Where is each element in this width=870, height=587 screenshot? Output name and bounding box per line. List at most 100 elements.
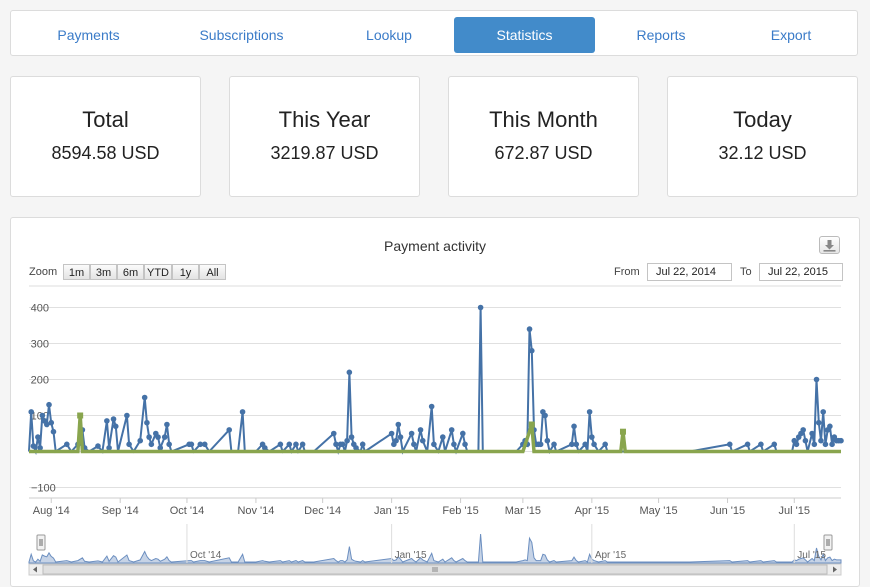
stat-title: This Year <box>278 107 371 132</box>
data-point <box>571 423 577 430</box>
data-point <box>95 443 101 449</box>
data-point <box>239 409 246 415</box>
x-tick-label: Dec '14 <box>304 505 341 517</box>
payment-activity-panel: Payment activity Zoom 1m 3m 6m YTD 1y Al… <box>10 217 860 587</box>
data-point <box>528 347 535 354</box>
x-tick-label: Aug '14 <box>33 505 70 517</box>
tab-reports[interactable]: Reports <box>636 27 686 43</box>
x-tick-label: Nov '14 <box>237 505 274 517</box>
data-point <box>460 430 466 437</box>
data-point <box>726 441 733 448</box>
tab-statistics[interactable]: Statistics <box>454 17 595 53</box>
from-label: From <box>614 266 640 278</box>
data-point <box>286 441 293 448</box>
data-point <box>64 441 70 448</box>
data-point <box>262 445 268 451</box>
stat-value: 32.12 USD <box>718 143 807 163</box>
data-point <box>197 441 204 448</box>
data-point <box>408 430 415 437</box>
x-tick-label: May '15 <box>639 505 677 517</box>
tab-export[interactable]: Export <box>770 27 812 43</box>
data-point <box>395 421 402 428</box>
stat-card-total: Total 8594.58 USD <box>10 76 201 197</box>
data-point-secondary <box>619 428 626 435</box>
data-point <box>569 441 575 448</box>
data-point <box>330 430 337 437</box>
data-point <box>827 423 833 430</box>
data-point <box>537 441 544 448</box>
data-point <box>802 437 809 444</box>
data-point <box>758 441 764 448</box>
download-button[interactable] <box>819 236 840 254</box>
data-point <box>744 441 751 448</box>
data-point <box>462 441 468 448</box>
series-line-secondary <box>29 415 841 454</box>
to-label: To <box>740 266 752 278</box>
data-point <box>811 441 818 448</box>
tab-lookup[interactable]: Lookup <box>366 27 412 43</box>
data-point-secondary <box>528 421 535 428</box>
data-point <box>106 445 112 451</box>
data-point <box>333 441 339 448</box>
from-date-input[interactable] <box>647 263 732 281</box>
data-point <box>448 427 455 433</box>
zoom-button-6m[interactable]: 6m <box>117 264 144 280</box>
data-point <box>589 434 595 440</box>
data-point <box>137 437 144 444</box>
x-tick-label: Jan '15 <box>374 505 409 517</box>
data-point <box>157 445 164 451</box>
zoom-button-1y[interactable]: 1y <box>172 264 199 280</box>
navigator-handle-right[interactable] <box>823 534 833 551</box>
data-point <box>428 403 435 410</box>
data-point <box>161 434 168 440</box>
data-point <box>838 437 844 444</box>
data-point <box>451 441 457 448</box>
data-point <box>820 409 827 415</box>
data-point <box>112 423 119 430</box>
data-point <box>110 416 117 422</box>
data-point <box>46 401 52 408</box>
data-point <box>164 421 170 428</box>
data-point <box>477 304 484 311</box>
tab-subscriptions[interactable]: Subscriptions <box>199 27 284 43</box>
data-point <box>166 441 172 448</box>
download-icon <box>823 240 836 252</box>
y-tick-label: 200 <box>31 375 49 387</box>
zoom-button-all[interactable]: All <box>199 264 226 280</box>
stat-title: Total <box>82 107 129 132</box>
stat-title: This Month <box>489 107 598 132</box>
data-point <box>397 434 404 440</box>
zoom-button-ytd[interactable]: YTD <box>144 264 172 280</box>
data-point <box>35 434 41 440</box>
data-point <box>28 409 35 415</box>
zoom-label: Zoom <box>29 266 58 278</box>
to-date-input[interactable] <box>759 263 843 281</box>
data-point <box>277 441 284 448</box>
chart-title: Payment activity <box>384 238 486 254</box>
data-point-secondary <box>77 412 84 419</box>
data-point <box>104 418 110 424</box>
x-tick-label: Jun '15 <box>710 505 745 517</box>
data-point <box>388 430 395 437</box>
data-point <box>815 419 822 426</box>
zoom-button-3m[interactable]: 3m <box>90 264 117 280</box>
data-point <box>771 441 778 448</box>
data-point <box>419 437 426 444</box>
data-point <box>124 412 130 419</box>
scroll-left-arrow-icon <box>33 566 37 573</box>
data-point <box>148 441 155 448</box>
data-point <box>582 441 588 448</box>
data-point <box>526 326 533 332</box>
data-point <box>146 434 152 440</box>
data-point <box>551 441 557 448</box>
zoom-button-1m[interactable]: 1m <box>63 264 90 280</box>
stat-card-this-year: This Year 3219.87 USD <box>229 76 420 197</box>
data-point <box>141 394 148 401</box>
navigator-handle-left[interactable] <box>36 534 46 551</box>
data-point <box>37 445 43 451</box>
tab-payments[interactable]: Payments <box>57 27 120 43</box>
data-point <box>813 376 820 383</box>
x-tick-label: Feb '15 <box>442 505 478 517</box>
data-point <box>30 443 37 449</box>
